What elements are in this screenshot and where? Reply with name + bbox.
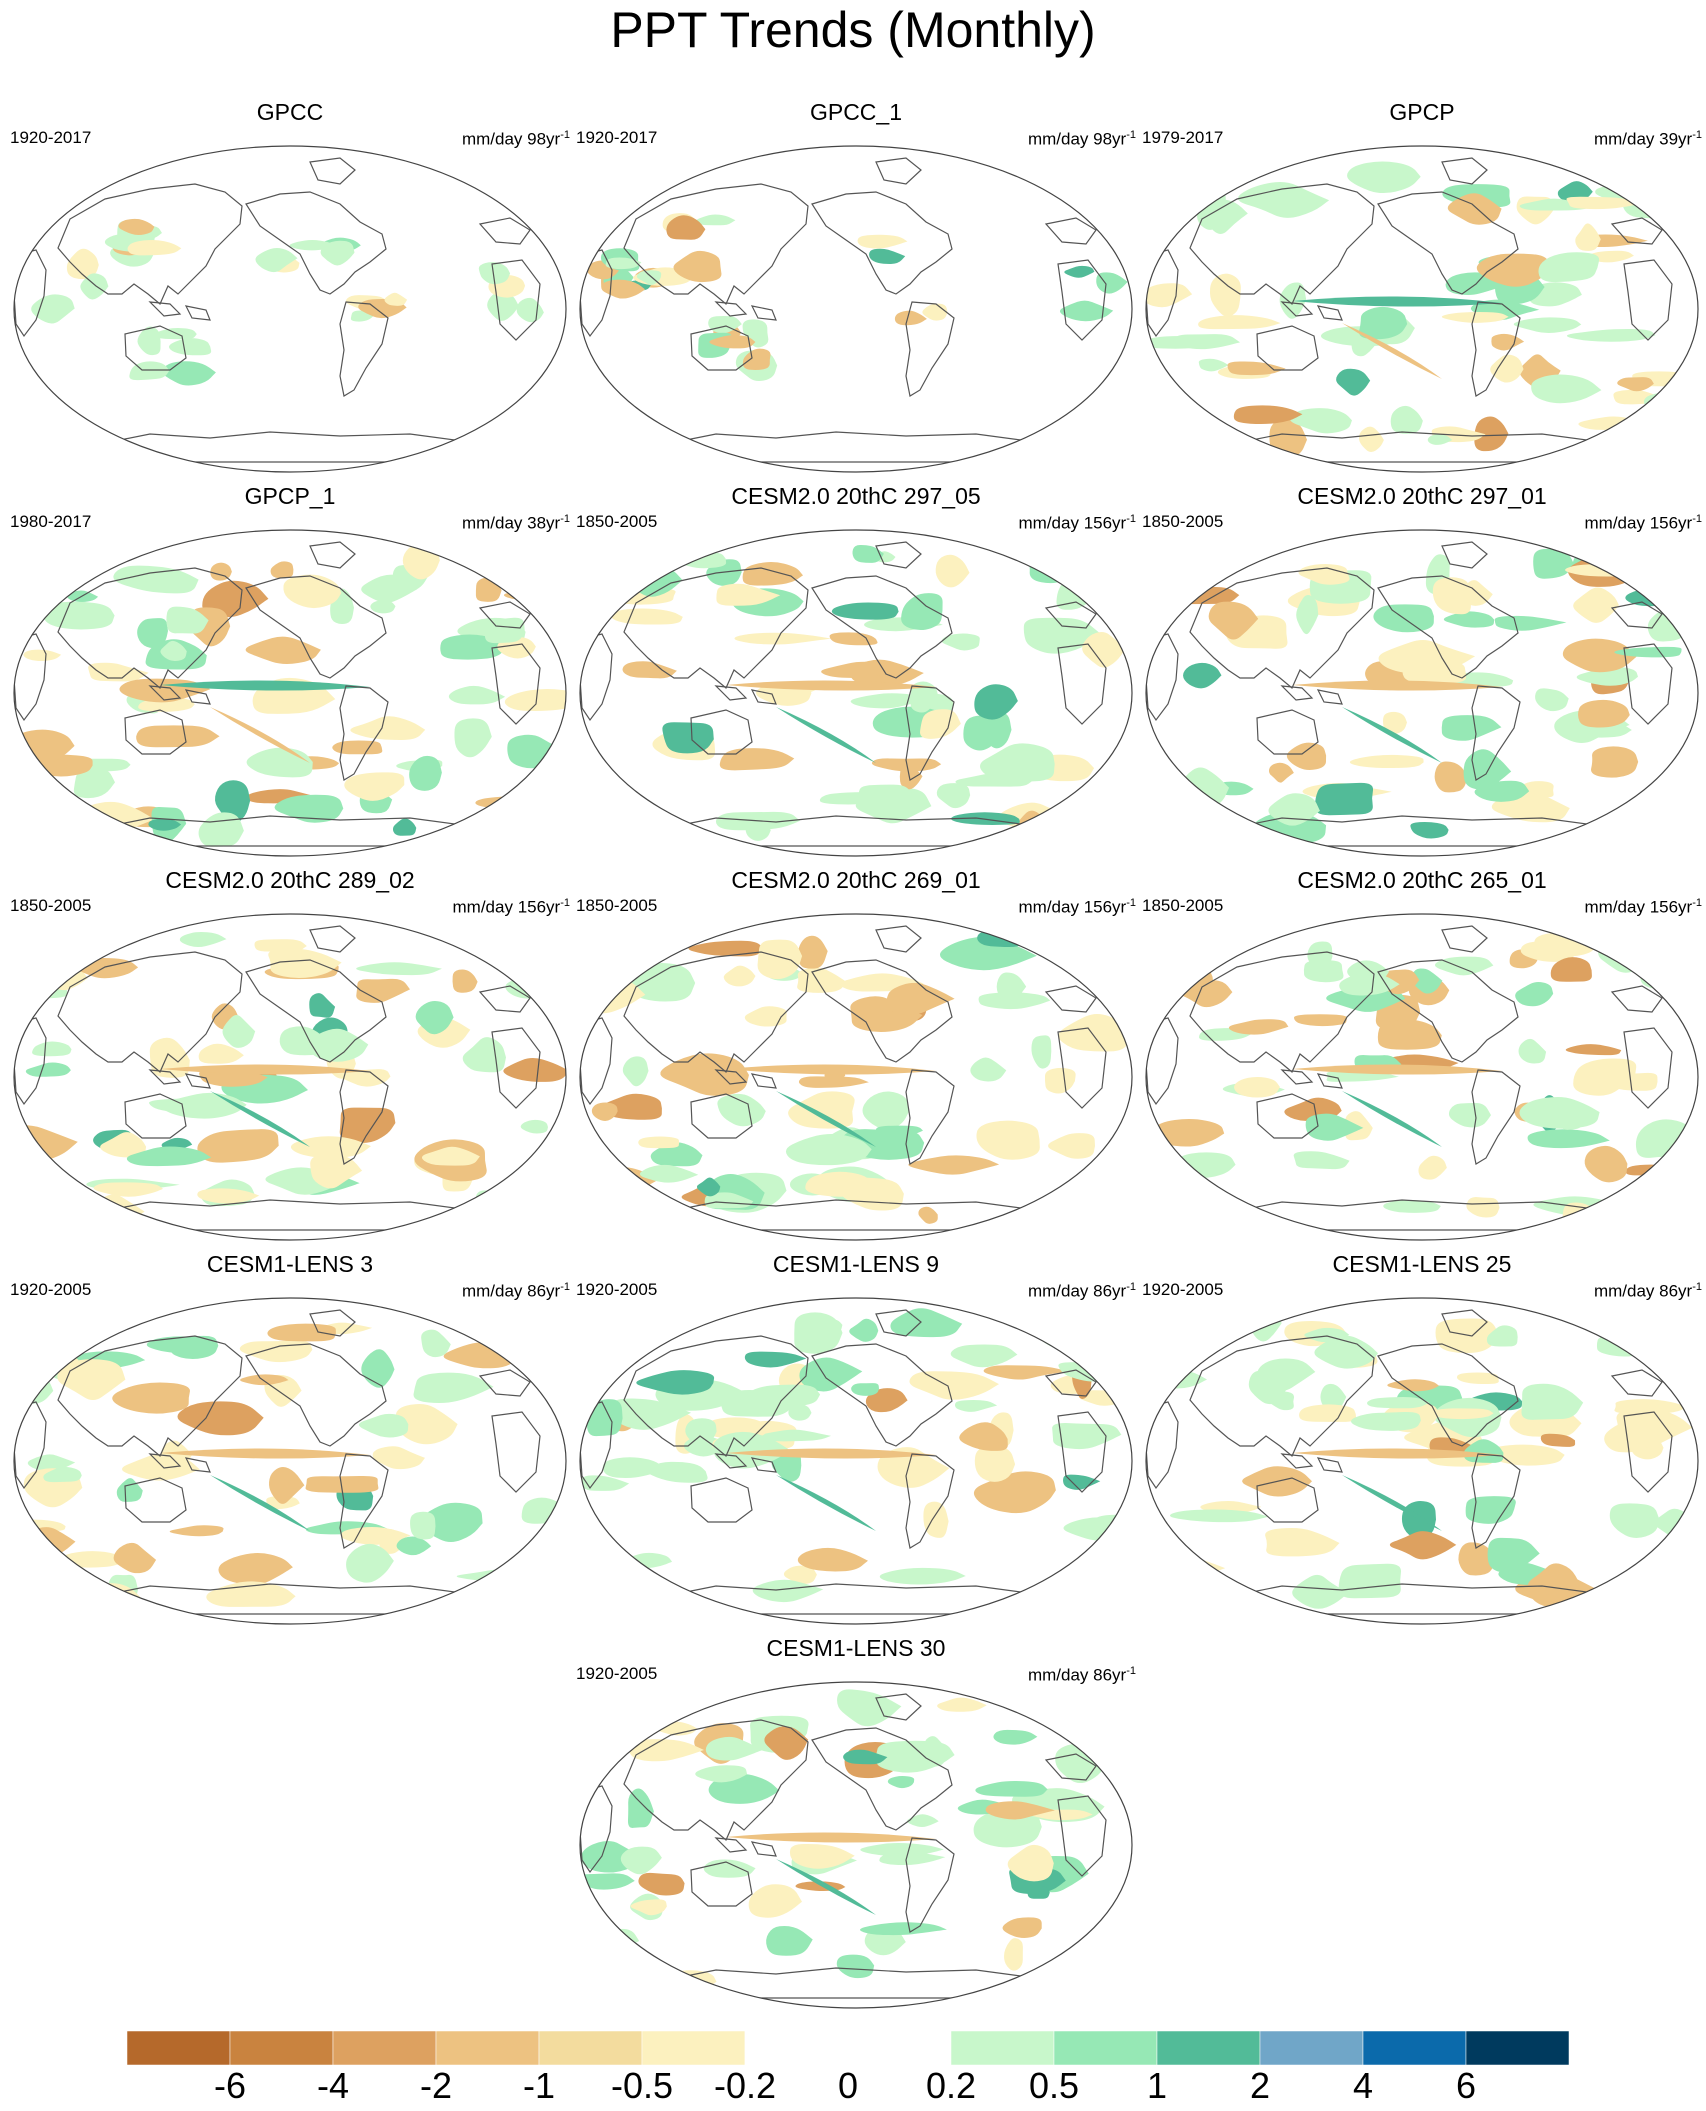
colorbar-tick-label: 1 — [1146, 2065, 1168, 2106]
panel-period: 1920-2017 — [10, 128, 92, 147]
panel-units: mm/day 156yr-1 — [1584, 897, 1702, 917]
colorbar-tick-label: -0.5 — [610, 2065, 674, 2106]
colorbar-tick-label: 2 — [1249, 2065, 1271, 2106]
map-panel: CESM2.0 20thC 297_01 1850-2005 mm/day 156y… — [1142, 482, 1702, 862]
map-panel: CESM1-LENS 30 1920-2005 mm/day 86yr-1 — [576, 1634, 1136, 2014]
panel-period: 1850-2005 — [1142, 512, 1224, 531]
colorbar-tick-label: -1 — [522, 2065, 556, 2106]
colorbar-tick-label: 4 — [1352, 2065, 1374, 2106]
panel-period: 1920-2005 — [1142, 1280, 1224, 1299]
world-map — [1145, 1297, 1699, 1625]
panel-title: CESM1-LENS 3 — [206, 1251, 374, 1277]
world-map — [13, 1297, 567, 1625]
panel-period: 1920-2005 — [576, 1280, 658, 1299]
colorbar-segment — [1259, 2031, 1364, 2065]
colorbar-segment — [1362, 2031, 1467, 2065]
map-panel: GPCP_1 1980-2017 mm/day 38yr-1 — [10, 482, 570, 862]
panel-title: GPCP_1 — [244, 483, 336, 509]
world-map — [13, 145, 567, 473]
panel-title: GPCP — [1389, 99, 1455, 125]
panel-title: CESM1-LENS 25 — [1332, 1251, 1512, 1277]
panel-title: CESM2.0 20thC 289_02 — [165, 867, 415, 893]
colorbar-tick-label: -4 — [316, 2065, 350, 2106]
map-panel: CESM1-LENS 3 1920-2005 mm/day 86yr-1 — [10, 1250, 570, 1630]
colorbar-segment — [229, 2031, 334, 2065]
map-panel: CESM2.0 20thC 265_01 1850-2005 mm/day 156y… — [1142, 866, 1702, 1246]
colorbar-segment — [847, 2031, 952, 2065]
colorbar-segment — [744, 2031, 849, 2065]
panel-period: 1979-2017 — [1142, 128, 1224, 147]
panel-units: mm/day 38yr-1 — [461, 513, 570, 533]
panel-units: mm/day 98yr-1 — [461, 129, 570, 149]
map-panel: CESM2.0 20thC 289_02 1850-2005 mm/day 156y… — [10, 866, 570, 1246]
map-panel: GPCC 1920-2017 mm/day 98yr-1 — [10, 98, 570, 478]
colorbar-segment — [1465, 2031, 1569, 2065]
colorbar-segment — [1156, 2031, 1261, 2065]
world-map — [579, 913, 1133, 1241]
world-map — [579, 145, 1133, 473]
map-panel: CESM2.0 20thC 297_05 1850-2005 mm/day 156y… — [576, 482, 1136, 862]
panel-units: mm/day 39yr-1 — [1593, 129, 1702, 149]
panel-title: CESM2.0 20thC 265_01 — [1297, 867, 1547, 893]
colorbar-tick-label: 0.2 — [925, 2065, 977, 2106]
panel-units: mm/day 86yr-1 — [1027, 1665, 1136, 1685]
panel-units: mm/day 156yr-1 — [1018, 513, 1136, 533]
colorbar-segment — [1053, 2031, 1158, 2065]
panel-title: CESM2.0 20thC 297_05 — [731, 483, 981, 509]
panel-units: mm/day 156yr-1 — [1018, 897, 1136, 917]
world-map — [579, 1681, 1133, 2009]
world-map — [1145, 145, 1699, 473]
world-map — [13, 529, 567, 857]
panel-units: mm/day 86yr-1 — [1593, 1281, 1702, 1301]
panel-title: CESM1-LENS 9 — [772, 1251, 940, 1277]
colorbar-segment — [538, 2031, 643, 2065]
panel-units: mm/day 86yr-1 — [461, 1281, 570, 1301]
world-map — [1145, 529, 1699, 857]
panel-title: GPCC — [256, 99, 324, 125]
panel-title: CESM2.0 20thC 269_01 — [731, 867, 981, 893]
panel-units: mm/day 86yr-1 — [1027, 1281, 1136, 1301]
map-panel: CESM1-LENS 25 1920-2005 mm/day 86yr-1 — [1142, 1250, 1702, 1630]
panel-title: GPCC_1 — [809, 99, 903, 125]
panel-title: CESM1-LENS 30 — [766, 1635, 946, 1661]
panel-period: 1850-2005 — [1142, 896, 1224, 915]
panel-units: mm/day 98yr-1 — [1027, 129, 1136, 149]
panel-units: mm/day 156yr-1 — [1584, 513, 1702, 533]
map-panel: CESM2.0 20thC 269_01 1850-2005 mm/day 156y… — [576, 866, 1136, 1246]
panel-period: 1850-2005 — [10, 896, 92, 915]
colorbar-tick-label: -0.2 — [713, 2065, 777, 2106]
panel-period: 1920-2005 — [576, 1664, 658, 1683]
colorbar — [127, 2031, 1569, 2065]
world-map — [13, 913, 567, 1241]
colorbar-segment — [950, 2031, 1055, 2065]
world-map — [1145, 913, 1699, 1241]
colorbar-segment — [332, 2031, 437, 2065]
map-panel: GPCP 1979-2017 mm/day 39yr-1 — [1142, 98, 1702, 478]
colorbar-tick-label: -2 — [419, 2065, 453, 2106]
colorbar-segment — [127, 2031, 231, 2065]
panel-period: 1920-2005 — [10, 1280, 92, 1299]
panel-units: mm/day 156yr-1 — [452, 897, 570, 917]
panel-period: 1850-2005 — [576, 896, 658, 915]
panel-title: CESM2.0 20thC 297_01 — [1297, 483, 1547, 509]
colorbar-tick-label: 0 — [837, 2065, 859, 2106]
panel-period: 1920-2017 — [576, 128, 658, 147]
panel-period: 1850-2005 — [576, 512, 658, 531]
colorbar-tick-label: -6 — [213, 2065, 247, 2106]
map-panel: GPCC_1 1920-2017 mm/day 98yr-1 — [576, 98, 1136, 478]
page-title: PPT Trends (Monthly) — [610, 2, 1096, 58]
colorbar-tick-label: 0.5 — [1028, 2065, 1080, 2106]
colorbar-segment — [435, 2031, 540, 2065]
world-map — [579, 1297, 1133, 1625]
panel-period: 1980-2017 — [10, 512, 92, 531]
colorbar-segment — [641, 2031, 746, 2065]
world-map — [579, 529, 1133, 857]
colorbar-tick-label: 6 — [1455, 2065, 1477, 2106]
map-panel: CESM1-LENS 9 1920-2005 mm/day 86yr-1 — [576, 1250, 1136, 1630]
